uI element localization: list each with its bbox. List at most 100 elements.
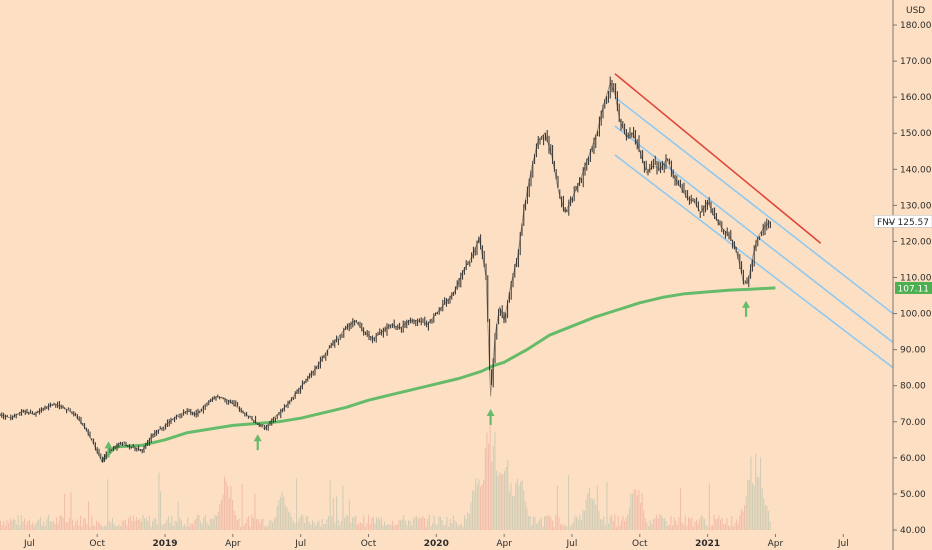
volume-bar (649, 520, 651, 530)
volume-bar (467, 512, 469, 530)
volume-bar (700, 515, 702, 530)
volume-bar (692, 526, 694, 530)
volume-bar (20, 515, 22, 530)
volume-bar (641, 493, 643, 530)
volume-bar (289, 512, 291, 530)
volume-bar (332, 498, 334, 530)
volume-bar (112, 517, 114, 530)
last-price-symbol: FNV (877, 218, 896, 228)
annotation-arrows (104, 300, 751, 458)
volume-bar (272, 522, 274, 530)
volume-bar (36, 521, 38, 530)
volume-bar (468, 513, 470, 530)
volume-bar (393, 525, 395, 530)
volume-bar (697, 523, 699, 530)
arrow-head (486, 408, 495, 416)
volume-bar (419, 517, 421, 530)
volume-bar (473, 490, 475, 530)
volume-bar (443, 525, 445, 530)
volume-bar (347, 515, 349, 530)
volume-bar (542, 526, 544, 530)
x-tick-label: Jul (294, 539, 306, 549)
volume-bar (483, 479, 485, 530)
volume-bar (680, 488, 682, 530)
volume-bar (267, 526, 269, 530)
volume-bar (619, 525, 621, 530)
volume-bar (144, 518, 146, 530)
volume-bar (374, 523, 376, 530)
volume-bar (747, 479, 749, 530)
volume-bar (320, 526, 322, 530)
volume-bar (763, 498, 765, 530)
volume-bar (500, 474, 502, 530)
volume-bar (608, 523, 610, 530)
volume-bar (563, 526, 565, 530)
volume-bar (219, 504, 221, 530)
volume-bar (654, 518, 656, 530)
volume-bar (212, 519, 214, 530)
volume-bar (329, 479, 331, 530)
volume-bar (91, 516, 93, 530)
y-tick-label: 110.00 (900, 274, 932, 284)
volume-bar (414, 517, 416, 530)
volume-bar (340, 521, 342, 530)
volume-bar (128, 518, 130, 530)
volume-bar (372, 516, 374, 530)
volume-bar (27, 521, 29, 530)
volume-bar (361, 523, 363, 530)
volume-bar (571, 524, 573, 530)
volume-bar (484, 448, 486, 530)
volume-bar (129, 515, 131, 530)
volume-bar (22, 521, 24, 530)
volume-bar (262, 518, 264, 530)
volume-bar (190, 523, 192, 530)
volume-bar (534, 517, 536, 530)
y-tick-label: 50.00 (900, 490, 926, 500)
volume-bar (345, 515, 347, 530)
volume-bar (718, 515, 720, 530)
volume-bar (230, 486, 232, 530)
volume-bar (68, 517, 70, 530)
volume-bar (336, 496, 338, 530)
volume-bar (659, 514, 661, 530)
volume-bar (456, 522, 458, 530)
volume-bar (368, 514, 370, 530)
volume-bar (233, 510, 235, 530)
volume-bar (99, 523, 101, 530)
volume-bar (708, 483, 710, 530)
volume-bar (684, 515, 686, 530)
volume-bar (388, 524, 390, 530)
volume-bars (0, 421, 771, 530)
volume-bar (265, 525, 267, 530)
volume-bar (766, 505, 768, 530)
volume-bar (704, 518, 706, 530)
volume-bar (108, 521, 110, 530)
volume-bar (6, 519, 8, 530)
volume-bar (427, 518, 429, 530)
volume-bar (43, 521, 45, 530)
volume-bar (536, 524, 538, 530)
volume-bar (745, 496, 747, 530)
volume-bar (67, 522, 69, 530)
volume-bar (582, 509, 584, 530)
volume-bar (0, 520, 2, 530)
volume-bar (156, 524, 158, 530)
volume-bar (192, 524, 194, 530)
volume-bar (720, 520, 722, 530)
volume-bar (316, 522, 318, 530)
volume-bar (515, 483, 517, 530)
volume-bar (334, 523, 336, 530)
volume-bar (451, 523, 453, 530)
volume-bar (577, 519, 579, 530)
volume-bar (403, 515, 405, 530)
volume-bar (264, 526, 266, 530)
volume-bar (105, 525, 107, 530)
volume-bar (217, 511, 219, 530)
volume-bar (366, 523, 368, 530)
volume-bar (732, 526, 734, 530)
volume-bar (32, 522, 34, 530)
currency-label: USD (906, 6, 925, 16)
volume-bar (52, 521, 54, 530)
volume-bar (528, 516, 530, 530)
